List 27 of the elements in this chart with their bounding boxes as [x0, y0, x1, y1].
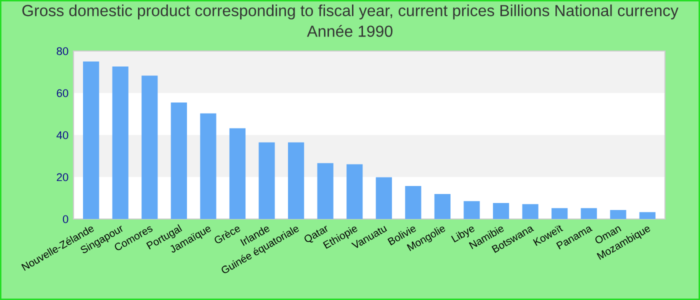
bar — [610, 210, 626, 219]
bar — [552, 208, 568, 219]
y-tick-label: 0 — [62, 215, 68, 224]
bar — [434, 194, 451, 219]
bar — [376, 177, 392, 219]
bar — [464, 201, 480, 219]
bar — [492, 203, 510, 219]
bar — [522, 204, 538, 219]
bar — [229, 128, 246, 219]
bar — [288, 142, 304, 219]
bar — [639, 212, 656, 219]
x-tick-label: Grèce — [213, 224, 241, 244]
bar — [258, 142, 275, 219]
y-tick-label: 60 — [56, 89, 68, 98]
y-tick-label: 20 — [56, 173, 68, 182]
bar — [580, 208, 597, 219]
bar — [83, 62, 100, 219]
chart-title: Gross domestic product corresponding to fiscal year, current prices Billions National currency Année 1990 — [22, 4, 678, 37]
y-tick-label: 40 — [56, 131, 68, 140]
bar — [405, 186, 422, 219]
bar — [142, 76, 158, 219]
bar — [200, 113, 216, 219]
bar — [170, 102, 187, 219]
bar — [346, 164, 363, 219]
bar — [112, 66, 128, 219]
bar — [317, 163, 334, 219]
y-tick-label: 80 — [56, 47, 68, 56]
